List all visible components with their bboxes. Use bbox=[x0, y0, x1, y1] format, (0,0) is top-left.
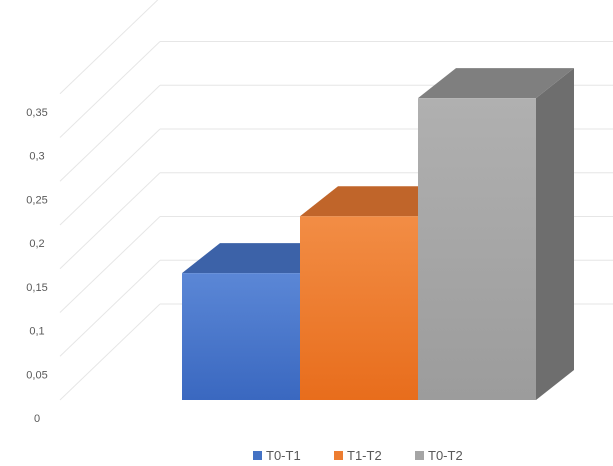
legend-item: T1-T2 bbox=[334, 448, 382, 463]
y-tick-label: 0,2 bbox=[29, 238, 44, 250]
y-tick-label: 0,3 bbox=[29, 151, 44, 163]
legend-label: T0-T2 bbox=[428, 448, 463, 463]
gridline bbox=[59, 0, 159, 95]
y-axis-ticks: 0 0,05 0,1 0,15 0,2 0,25 0,3 0,35 bbox=[26, 107, 47, 425]
legend-label: T1-T2 bbox=[347, 448, 382, 463]
legend-item: T0-T1 bbox=[253, 448, 301, 463]
legend-label: T0-T1 bbox=[266, 448, 301, 463]
bars bbox=[182, 68, 574, 400]
legend-swatch bbox=[334, 451, 343, 460]
y-tick-label: 0,25 bbox=[26, 194, 47, 206]
y-tick-label: 0,15 bbox=[26, 282, 47, 294]
bar-t0-t2 bbox=[418, 68, 574, 400]
y-tick-label: 0 bbox=[34, 413, 40, 425]
y-tick-label: 0,05 bbox=[26, 369, 47, 381]
gridline bbox=[59, 41, 613, 138]
legend-item: T0-T2 bbox=[415, 448, 463, 463]
y-tick-label: 0,1 bbox=[29, 326, 44, 338]
y-tick-label: 0,35 bbox=[26, 107, 47, 119]
legend-swatch bbox=[253, 451, 262, 460]
legend: T0-T1 T1-T2 T0-T2 bbox=[253, 448, 463, 463]
legend-swatch bbox=[415, 451, 424, 460]
